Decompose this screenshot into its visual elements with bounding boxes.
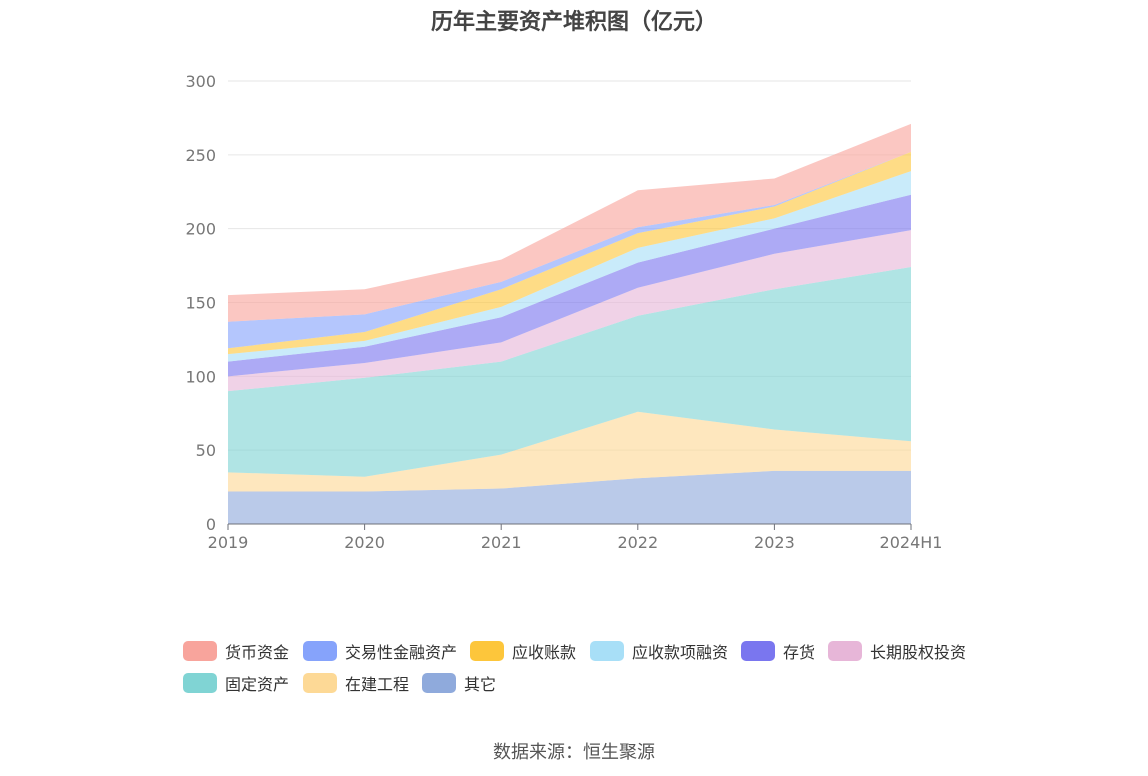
legend-item[interactable]: 交易性金融资产	[303, 640, 457, 662]
x-tick-label: 2019	[208, 533, 249, 552]
legend-item[interactable]: 在建工程	[303, 672, 409, 694]
legend-item[interactable]: 固定资产	[183, 672, 289, 694]
stacked-area-chart: 0 50 100 150 200 250 300 2019 2020 2021 2022 2023 20…	[185, 72, 942, 552]
area-series	[228, 411, 911, 492]
y-tick-label: 200	[185, 220, 216, 239]
area-series	[228, 267, 911, 477]
y-tick-label: 300	[185, 72, 216, 91]
y-tick-label: 150	[185, 294, 216, 313]
x-tick-label: 2023	[754, 533, 795, 552]
legend-swatch	[590, 641, 624, 661]
x-tick-label: 2022	[617, 533, 658, 552]
y-tick-label: 250	[185, 146, 216, 165]
legend-label: 长期股权投资	[870, 643, 967, 662]
chart-title: 历年主要资产堆积图（亿元）	[430, 10, 717, 35]
legend-item[interactable]: 应收账款	[470, 640, 576, 662]
legend-item[interactable]: 货币资金	[183, 640, 289, 662]
legend-swatch	[303, 673, 337, 693]
legend-swatch	[183, 641, 217, 661]
legend-swatch	[422, 673, 456, 693]
area-series	[228, 194, 911, 377]
y-tick-label: 0	[206, 515, 216, 534]
legend-item[interactable]: 长期股权投资	[828, 640, 966, 662]
x-tick-label: 2024H1	[880, 533, 943, 552]
area-series	[228, 230, 911, 392]
area-series	[228, 151, 911, 349]
legend-swatch	[303, 641, 337, 661]
legend-label: 应收账款	[512, 643, 577, 662]
legend-label: 交易性金融资产	[345, 643, 458, 662]
legend-label: 其它	[464, 675, 497, 694]
legend-swatch	[183, 673, 217, 693]
legend-label: 应收款项融资	[632, 643, 729, 662]
legend-swatch	[741, 641, 775, 661]
axes: 0 50 100 150 200 250 300 2019 2020 2021 2022 2023 20…	[185, 72, 942, 552]
legend-swatch	[828, 641, 862, 661]
legend-label: 货币资金	[225, 643, 290, 662]
legend-label: 固定资产	[225, 675, 290, 694]
legend-label: 在建工程	[345, 675, 410, 694]
legend-item[interactable]: 其它	[422, 672, 496, 694]
legend-item[interactable]: 应收款项融资	[590, 640, 728, 662]
legend-label: 存货	[783, 643, 816, 662]
area-series	[228, 123, 911, 322]
area-series-layer	[228, 123, 911, 524]
legend-swatch	[470, 641, 504, 661]
legend-item[interactable]: 存货	[741, 640, 815, 662]
x-tick-label: 2020	[344, 533, 385, 552]
y-tick-label: 50	[196, 441, 216, 460]
y-tick-label: 100	[185, 367, 216, 386]
area-series	[228, 470, 911, 524]
x-tick-label: 2021	[481, 533, 522, 552]
data-source-note: 数据来源：恒生聚源	[493, 742, 655, 763]
